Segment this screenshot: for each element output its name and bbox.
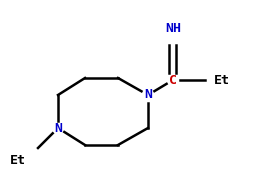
Text: NH: NH [164, 21, 180, 35]
Text: Et: Et [10, 154, 26, 167]
Text: C: C [168, 74, 176, 87]
Text: N: N [144, 89, 151, 102]
Text: Et: Et [213, 74, 229, 87]
Text: N: N [54, 122, 62, 135]
